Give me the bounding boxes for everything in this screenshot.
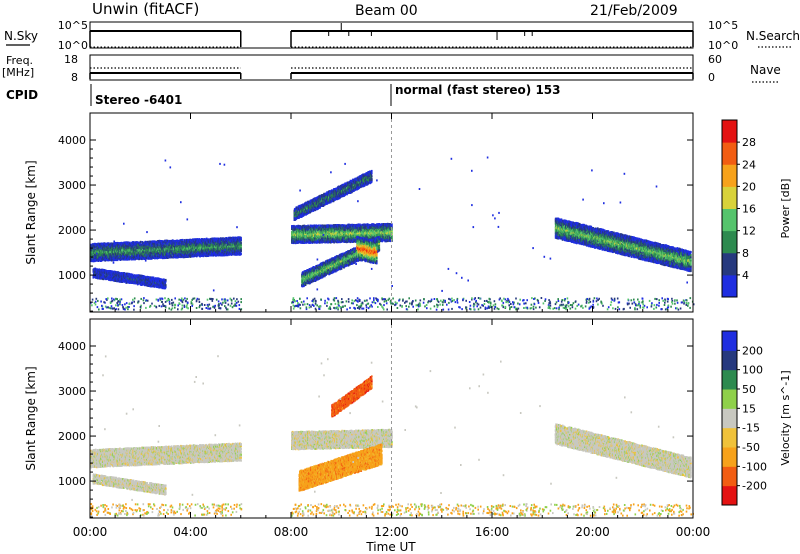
date-title: 21/Feb/2009 — [590, 3, 678, 19]
nave-label: Nave — [750, 63, 781, 77]
freq-tick-low: 8 — [71, 71, 78, 84]
data-cell — [240, 237, 242, 239]
freq-unit: [MHz] — [2, 66, 34, 79]
nsky-strip-frame — [90, 22, 693, 48]
nsky-tick-high: 10^5 — [58, 19, 88, 32]
station-title: Unwin (fitACF) — [92, 0, 199, 18]
cpid-label: CPID — [6, 88, 38, 102]
nsky-traces — [90, 23, 693, 47]
freq-traces — [90, 68, 693, 79]
nsearch-tick-high: 10^5 — [708, 19, 738, 32]
data-cell — [165, 284, 167, 286]
data-cell — [182, 239, 184, 241]
data-cell — [165, 279, 167, 281]
data-cell — [240, 253, 242, 255]
freq-tick-high: 18 — [64, 53, 78, 66]
data-cell — [240, 249, 242, 251]
nsearch-label: N.Search — [746, 29, 800, 43]
beam-title: Beam 00 — [355, 3, 418, 19]
data-cell — [140, 241, 142, 243]
data-cell — [240, 242, 242, 244]
nave-tick-high: 60 — [708, 53, 722, 66]
cpid-event-0: Stereo -6401 — [95, 93, 182, 107]
nsky-tick-low: 10^0 — [58, 39, 88, 52]
nsky-label: N.Sky — [4, 29, 38, 43]
cpid-event-1: normal (fast stereo) 153 — [395, 83, 561, 97]
power-panel-cells — [90, 157, 695, 311]
nave-tick-low: 0 — [708, 71, 715, 84]
nsearch-tick-low: 10^0 — [708, 39, 738, 52]
